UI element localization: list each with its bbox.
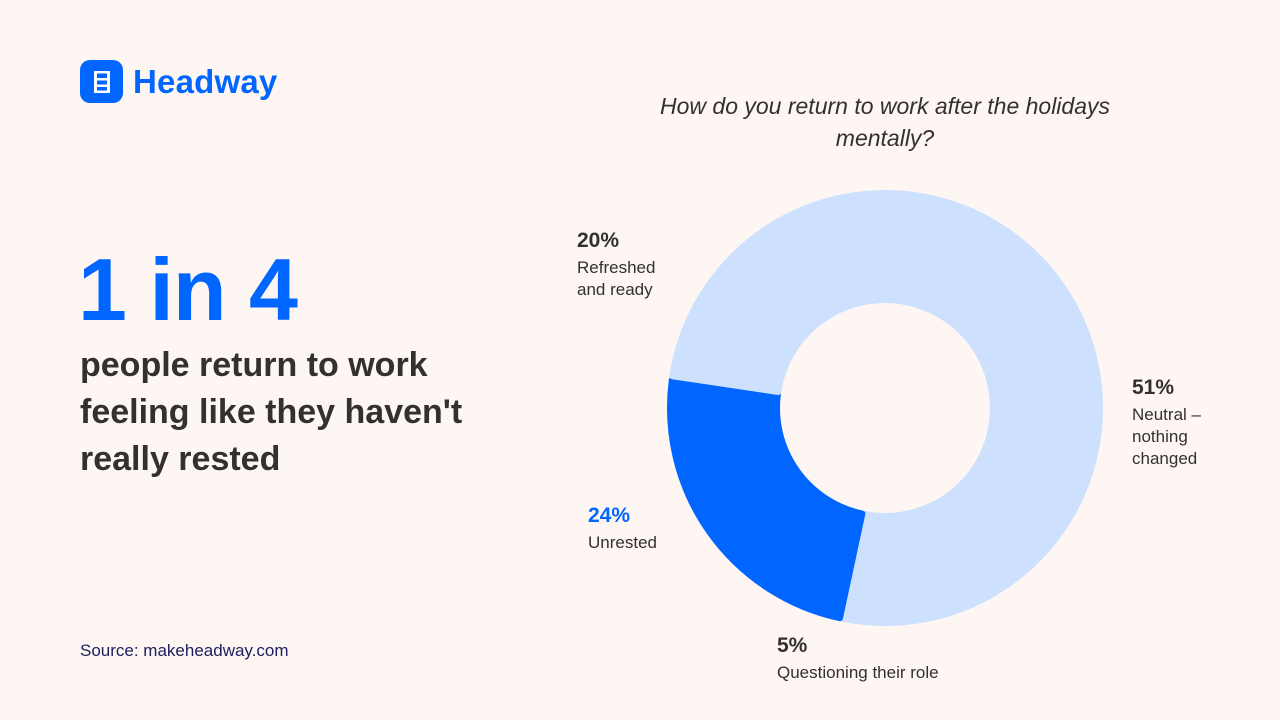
brand-name: Headway — [133, 62, 278, 100]
donut-chart — [667, 190, 1103, 626]
brand-logo: Headway — [80, 60, 277, 103]
headline-text: people return to work feeling like they … — [80, 346, 463, 478]
chart-title: How do you return to work after the holi… — [660, 93, 1111, 151]
headline-stat: 1 in 4 — [78, 240, 298, 339]
label-pct: 5% — [777, 634, 808, 657]
label-text: Refreshed and ready — [577, 258, 656, 299]
label-pct: 20% — [577, 229, 620, 252]
donut-slice-unrested — [667, 376, 866, 622]
label-text: Questioning their role — [777, 663, 939, 682]
label-text: Neutral – nothing changed — [1132, 405, 1201, 468]
donut-slice-neutral-nothing-changed — [846, 190, 1103, 625]
source-note: Source: makeheadway.com — [80, 641, 289, 660]
label-neutral: 51% Neutral – nothing changed — [1132, 376, 1242, 470]
ladder-icon — [80, 60, 123, 103]
label-unrested: 24% Unrested — [588, 504, 698, 554]
label-pct: 24% — [588, 504, 631, 527]
label-questioning: 5% Questioning their role — [777, 634, 1027, 684]
label-pct: 51% — [1132, 376, 1175, 399]
label-text: Unrested — [588, 533, 657, 552]
label-refreshed: 20% Refreshed and ready — [577, 229, 677, 301]
donut-slice-refreshed-and-ready — [669, 193, 869, 396]
